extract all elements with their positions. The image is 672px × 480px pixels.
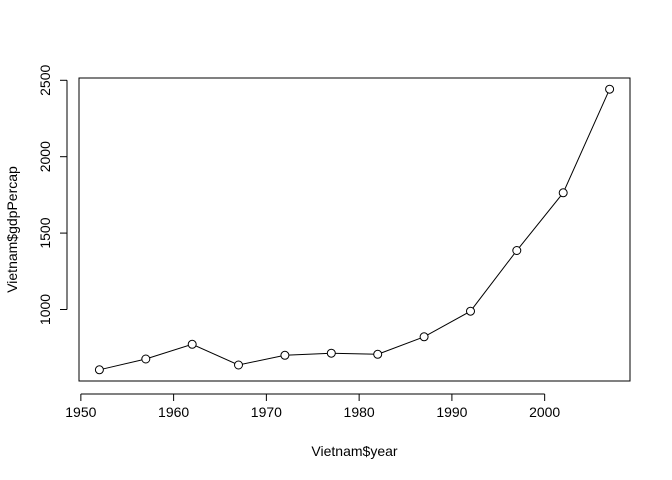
x-tick-label: 1960: [158, 404, 189, 420]
data-point-2007: [605, 84, 615, 94]
x-tick-label: 1950: [65, 404, 96, 420]
y-axis-title: Vietnam$gdpPercap: [4, 166, 20, 293]
series-line: [99, 88, 611, 371]
data-point-1987: [419, 332, 429, 342]
data-point-1962: [187, 339, 197, 349]
x-tick-label: 1970: [251, 404, 282, 420]
y-tick-label: 1500: [37, 217, 53, 248]
y-axis: 1000 1500 2000 2500: [37, 65, 68, 325]
data-point-1967: [234, 360, 243, 370]
data-point-1952: [94, 365, 104, 375]
plot-frame: [78, 77, 631, 382]
data-points: [94, 84, 615, 375]
x-axis: 1950 1960 1970 1980 1990 2000: [65, 393, 560, 420]
y-tick-label: 1000: [37, 294, 53, 325]
data-point-1992: [466, 306, 475, 316]
data-point-1997: [512, 246, 522, 255]
data-point-2002: [558, 188, 568, 198]
data-point-1977: [326, 348, 336, 358]
y-tick-label: 2000: [37, 141, 53, 172]
x-tick-label: 1990: [436, 404, 467, 420]
x-tick-label: 2000: [529, 404, 560, 420]
y-tick-label: 2500: [37, 65, 53, 96]
data-point-1972: [280, 350, 290, 360]
x-axis-title: Vietnam$year: [311, 443, 397, 459]
data-point-1982: [373, 349, 383, 359]
x-tick-label: 1980: [344, 404, 375, 420]
data-point-1957: [141, 354, 151, 364]
